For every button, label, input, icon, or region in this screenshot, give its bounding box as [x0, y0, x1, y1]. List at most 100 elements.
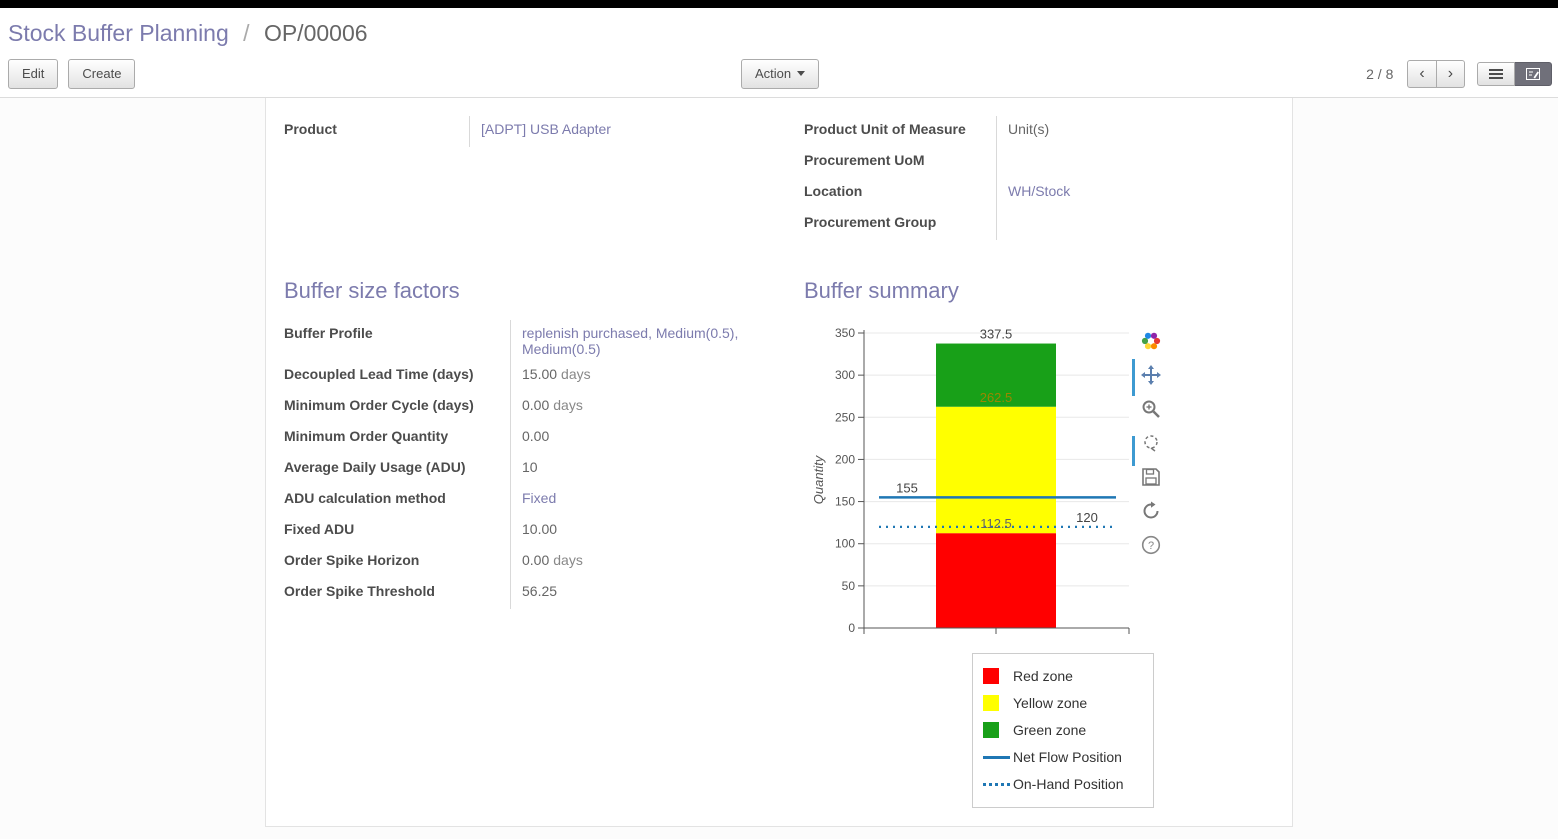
- header-fields: Product [ADPT] USB Adapter Product Unit o…: [284, 115, 1274, 240]
- legend-item[interactable]: Green zone: [983, 717, 1143, 744]
- edit-button[interactable]: Edit: [8, 59, 59, 89]
- yellow-zone-bar: [936, 406, 1056, 533]
- field-value-link[interactable]: Fixed: [522, 489, 557, 506]
- field-value: 56.25: [522, 582, 558, 599]
- chart-value-label: 155: [896, 480, 918, 495]
- green-zone-bar: [936, 343, 1056, 407]
- field-value: 0.00: [522, 396, 550, 413]
- refresh-icon: [1143, 501, 1159, 519]
- action-label: Action: [754, 66, 792, 81]
- field-value-cell: Fixed: [510, 484, 804, 516]
- legend-item[interactable]: On-Hand Position: [983, 771, 1143, 798]
- field-label: Product Unit of Measure: [804, 120, 966, 137]
- legend-item[interactable]: Red zone: [983, 663, 1143, 690]
- pager-buttons: ‹ ›: [1407, 59, 1466, 88]
- y-axis-title: Quantity: [811, 454, 826, 504]
- list-icon: [1489, 68, 1504, 79]
- field-value-link[interactable]: [ADPT] USB Adapter: [481, 120, 611, 137]
- field-value: 10: [522, 458, 538, 475]
- pager-next-button[interactable]: ›: [1436, 59, 1466, 88]
- help-button[interactable]: ?: [1139, 534, 1163, 556]
- buffer-zones-chart: 337.5 262.5 155 112.5 120 0 50 100 150 200 250 300 3…: [811, 326, 1130, 635]
- legend-item[interactable]: Yellow zone: [983, 690, 1143, 717]
- zoom-button[interactable]: [1139, 398, 1163, 420]
- y-tick-label: 250: [835, 410, 855, 424]
- field-group-left: Product [ADPT] USB Adapter: [284, 115, 804, 240]
- chart-toolbar: ?: [1139, 330, 1163, 556]
- section-title-buffer-size-factors: Buffer size factors: [284, 277, 460, 303]
- y-tick-label: 150: [835, 494, 855, 508]
- chart-legend: Red zone Yellow zone Green zone Net Flow Po…: [972, 652, 1154, 808]
- field-value-cell: replenish purchased, Medium(0.5), Medium…: [510, 319, 804, 361]
- field-value-cell: 15.00 days: [510, 360, 804, 392]
- chart-value-label: 120: [1076, 509, 1098, 524]
- field-value: 15.00: [522, 365, 558, 382]
- field-label: Order Spike Threshold: [284, 582, 435, 599]
- legend-swatch: [983, 695, 1013, 712]
- top-menu-bar: [0, 0, 1558, 8]
- form-view-button[interactable]: [1515, 61, 1553, 86]
- field-value-cell: 10: [510, 453, 804, 485]
- chart-value-label: 337.5: [980, 326, 1013, 341]
- field-row: Procurement UoM: [804, 146, 1274, 178]
- field-value: 10.00: [522, 520, 558, 537]
- y-tick-label: 100: [835, 536, 855, 550]
- legend-label: Green zone: [1013, 722, 1087, 739]
- lasso-select-icon: [1144, 434, 1158, 452]
- y-tick-label: 200: [835, 452, 855, 466]
- red-zone-bar: [936, 532, 1056, 628]
- field-row: Minimum Order Quantity 0.00: [284, 422, 804, 454]
- field-row: Product Unit of Measure Unit(s): [804, 115, 1274, 147]
- control-panel: Edit Create Action 2 / 8 ‹ ›: [0, 51, 1558, 98]
- field-value-cell: 0.00: [510, 422, 804, 454]
- field-group-right: Product Unit of Measure Unit(s) Procuremen…: [804, 115, 1274, 240]
- breadcrumb-section-link[interactable]: Stock Buffer Planning: [8, 20, 229, 46]
- help-icon: ?: [1141, 535, 1161, 554]
- field-row: Order Spike Horizon 0.00 days: [284, 546, 804, 578]
- pager-value: 2 / 8: [1366, 65, 1394, 82]
- field-row: Decoupled Lead Time (days) 15.00 days: [284, 360, 804, 392]
- main-content-area: Product [ADPT] USB Adapter Product Unit o…: [0, 97, 1558, 827]
- chart-settings-icon: [1141, 332, 1161, 349]
- svg-text:?: ?: [1148, 540, 1154, 552]
- tool-scroll-indicator: [1132, 435, 1135, 466]
- field-value-cell: [996, 146, 1274, 178]
- breadcrumb-separator: /: [243, 20, 250, 46]
- legend-label: Net Flow Position: [1013, 749, 1122, 766]
- field-label: Decoupled Lead Time (days): [284, 365, 474, 382]
- field-row: Order Spike Threshold 56.25: [284, 577, 804, 609]
- y-tick-label: 50: [842, 578, 856, 592]
- zoom-icon: [1142, 400, 1160, 418]
- field-row: Average Daily Usage (ADU) 10: [284, 453, 804, 485]
- field-suffix: days: [553, 396, 583, 413]
- field-label: Minimum Order Quantity: [284, 427, 449, 444]
- field-value: 0.00: [522, 551, 550, 568]
- buffer-size-factors-section: Buffer size factors Buffer Profile replen…: [284, 278, 804, 808]
- create-button[interactable]: Create: [68, 59, 136, 89]
- legend-item[interactable]: Net Flow Position: [983, 744, 1143, 771]
- y-tick-label: 0: [848, 621, 855, 635]
- action-dropdown-button[interactable]: Action: [740, 59, 820, 89]
- refresh-button[interactable]: [1139, 500, 1163, 522]
- field-value-link[interactable]: WH/Stock: [1008, 182, 1071, 199]
- chevron-left-icon: ‹: [1419, 64, 1425, 82]
- field-label: Buffer Profile: [284, 324, 373, 341]
- legend-label: Yellow zone: [1013, 695, 1088, 712]
- legend-swatch: [983, 782, 1013, 786]
- save-chart-button[interactable]: [1139, 466, 1163, 488]
- select-button[interactable]: [1139, 432, 1163, 454]
- list-view-button[interactable]: [1477, 61, 1516, 86]
- pager-previous-button[interactable]: ‹: [1407, 59, 1437, 88]
- pan-button[interactable]: [1139, 364, 1163, 386]
- chart-settings-button[interactable]: [1139, 330, 1163, 352]
- field-group-factors: Buffer Profile replenish purchased, Mediu…: [284, 319, 804, 609]
- field-value: Unit(s): [1008, 120, 1050, 137]
- field-label: Fixed ADU: [284, 520, 355, 537]
- field-value-link[interactable]: replenish purchased, Medium(0.5), Medium…: [522, 324, 739, 357]
- field-label: Average Daily Usage (ADU): [284, 458, 466, 475]
- field-label: Procurement Group: [804, 213, 937, 230]
- field-row: Location WH/Stock: [804, 177, 1274, 209]
- field-label: Procurement UoM: [804, 151, 925, 168]
- chevron-right-icon: ›: [1447, 64, 1454, 82]
- field-label: Location: [804, 182, 863, 199]
